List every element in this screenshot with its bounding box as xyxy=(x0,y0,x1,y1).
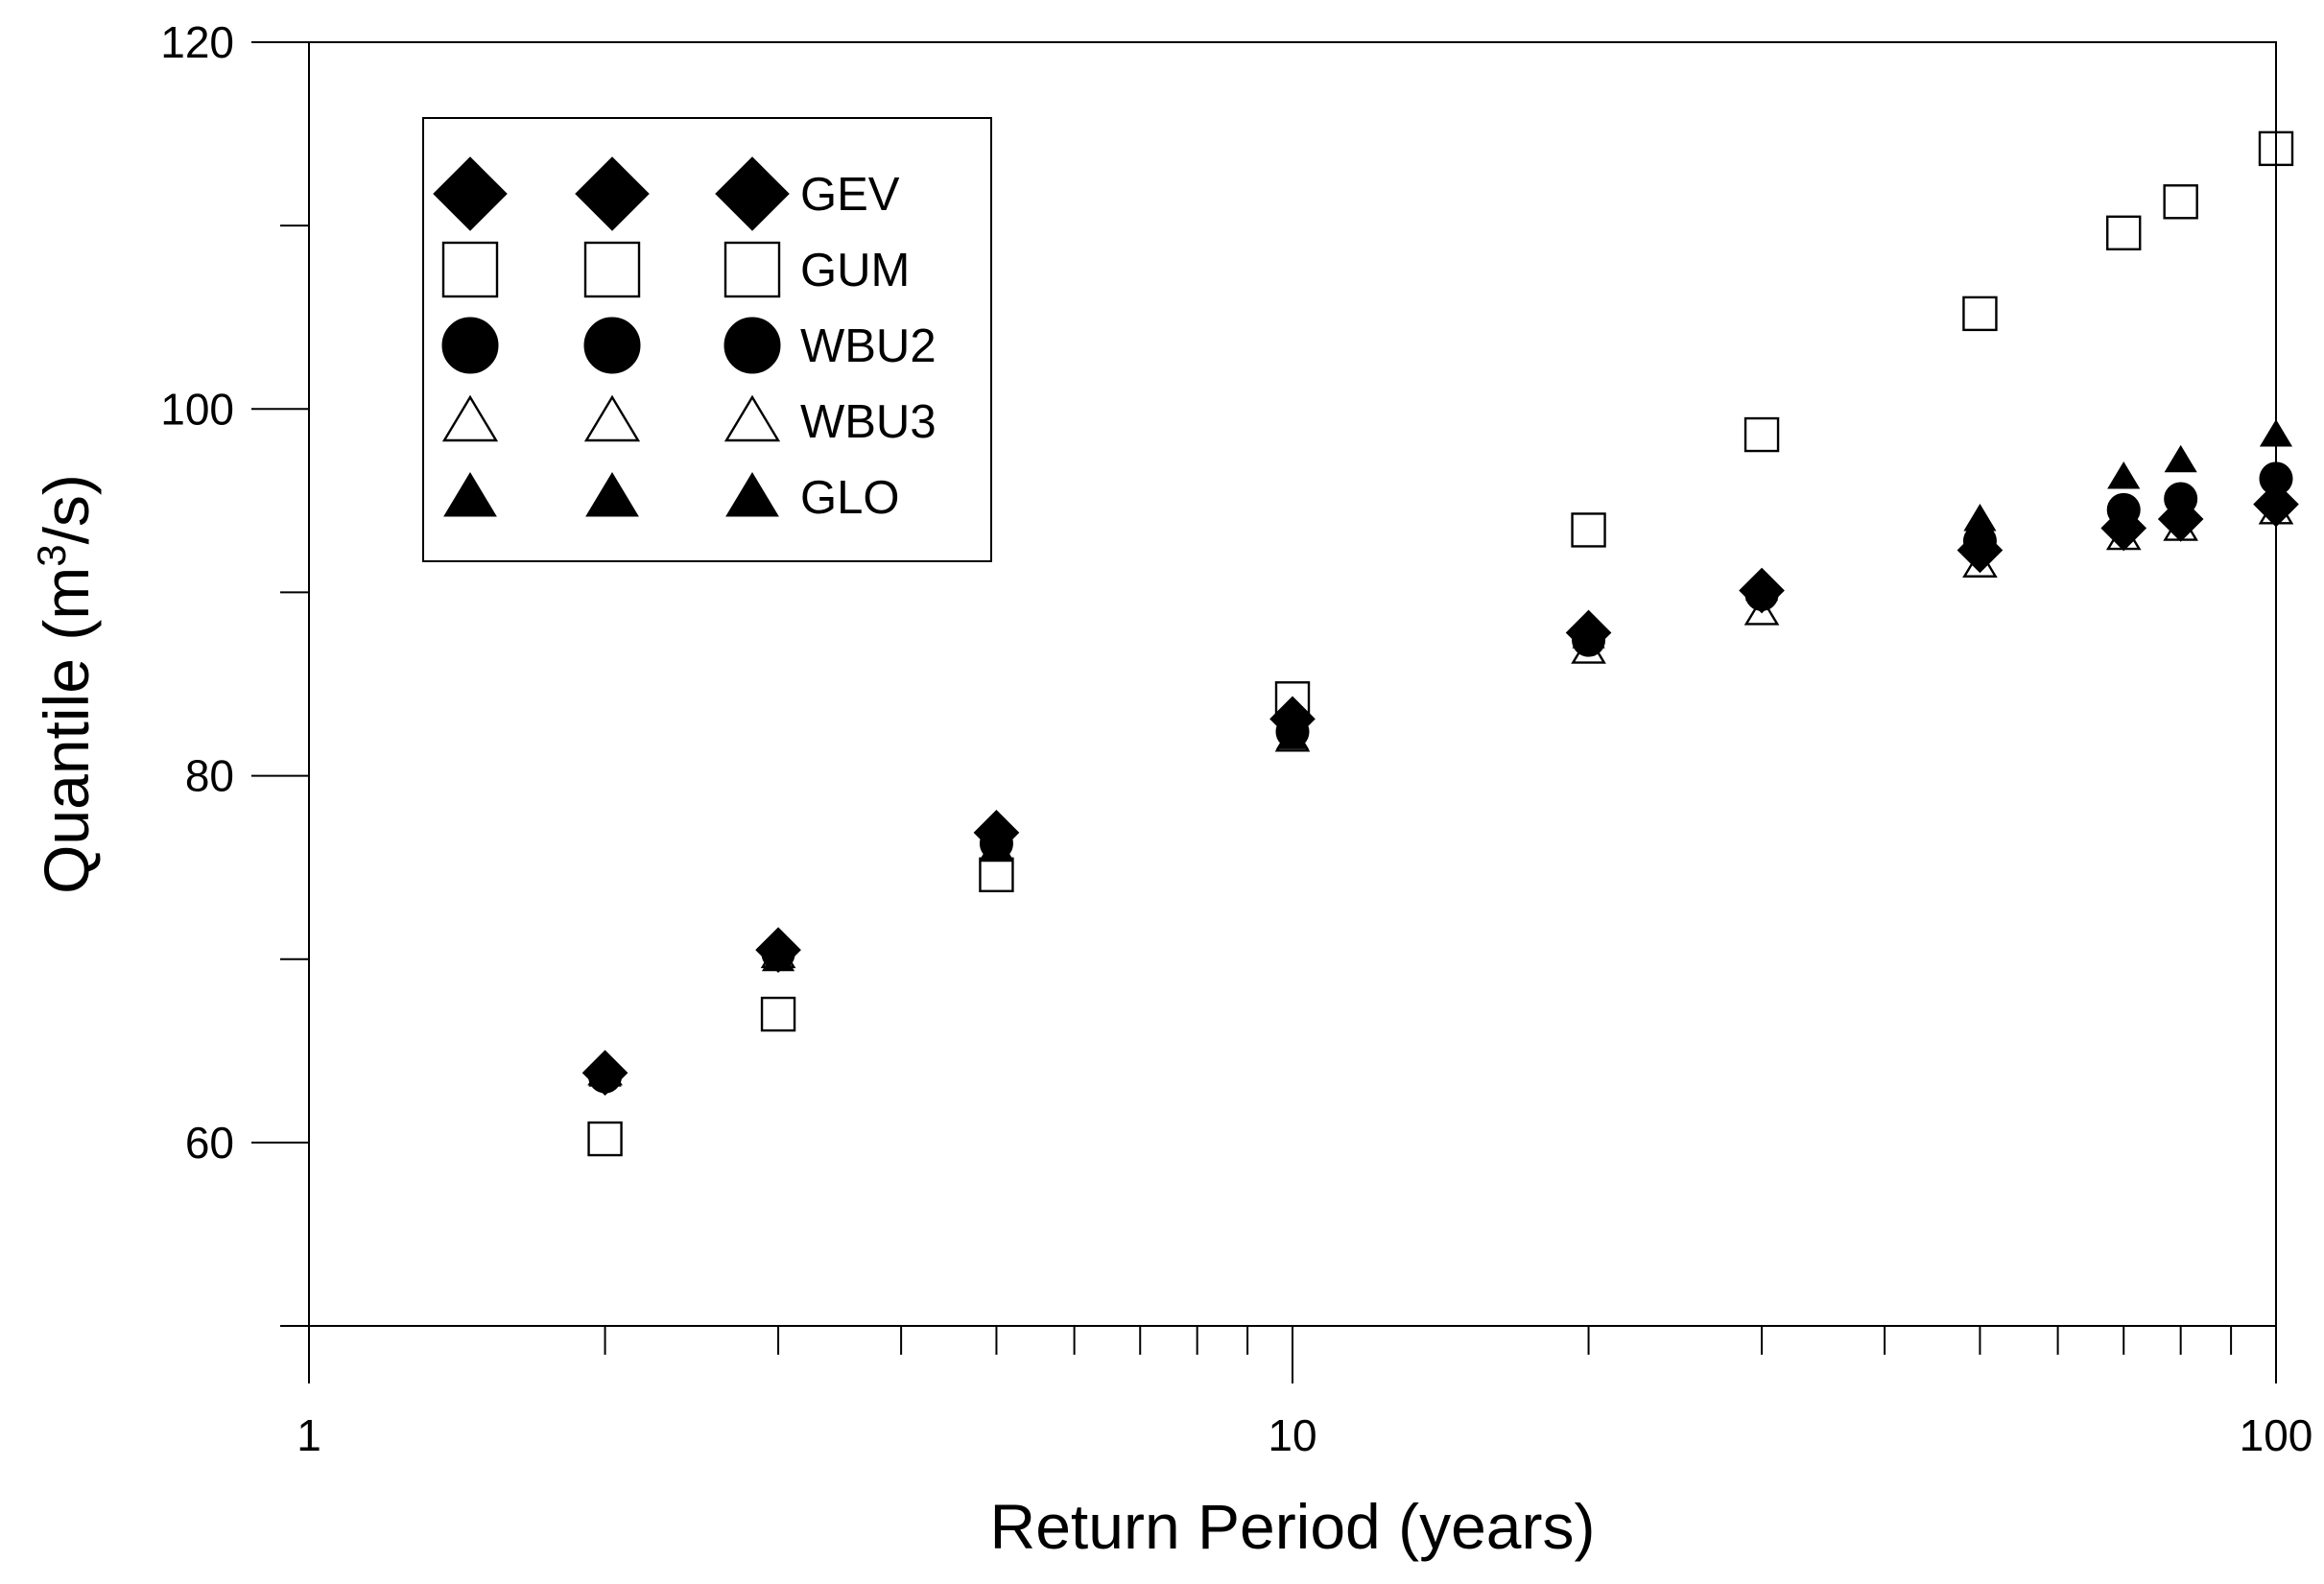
y-tick-label: 120 xyxy=(160,17,234,67)
data-point xyxy=(2253,481,2299,528)
plot-points xyxy=(581,130,2299,1157)
x-tick-label: 100 xyxy=(2240,1410,2313,1460)
data-point xyxy=(2259,461,2293,496)
legend-marker xyxy=(575,156,650,231)
data-point xyxy=(1962,296,1998,332)
data-point xyxy=(1962,524,1997,558)
y-tick-label: 100 xyxy=(160,384,234,434)
data-point xyxy=(2163,184,2198,220)
legend-marker xyxy=(583,241,641,298)
legend-label: WBU2 xyxy=(800,320,937,372)
y-axis-title-sup: 3 xyxy=(29,544,74,566)
x-axis-title: Return Period (years) xyxy=(990,1491,1596,1562)
legend-label: GLO xyxy=(800,472,899,524)
y-tick-label: 60 xyxy=(185,1118,234,1168)
legend-marker xyxy=(585,472,639,517)
data-point xyxy=(2164,482,2198,516)
legend-marker xyxy=(723,394,781,442)
legend-marker xyxy=(441,317,499,374)
data-point xyxy=(1572,623,1606,657)
legend-marker xyxy=(723,317,781,374)
legend-entry-wbu3: WBU3 xyxy=(441,394,937,448)
legend-label: WBU3 xyxy=(800,396,937,448)
data-point xyxy=(2259,419,2293,447)
data-point xyxy=(761,936,795,971)
series-wbu2 xyxy=(588,461,2293,1094)
series-gev xyxy=(581,481,2299,1097)
data-point xyxy=(979,826,1013,861)
legend-entry-gev: GEV xyxy=(433,156,900,231)
data-point xyxy=(1275,715,1310,749)
series-wbu3 xyxy=(587,494,2294,1086)
legend-marker xyxy=(723,241,781,298)
legend-marker xyxy=(441,394,499,442)
legend-label: GEV xyxy=(800,169,900,221)
data-point xyxy=(2107,461,2141,489)
data-point xyxy=(1744,577,1779,611)
legend-marker xyxy=(715,156,790,231)
data-point xyxy=(2106,492,2141,527)
y-axis-title-main: Quantile (m xyxy=(31,567,102,894)
x-tick-label: 1 xyxy=(296,1410,321,1460)
legend-marker xyxy=(583,317,641,374)
legend-marker xyxy=(433,156,508,231)
data-point xyxy=(979,857,1014,892)
data-point xyxy=(2258,130,2294,167)
data-point xyxy=(1571,512,1606,548)
x-tick-label: 10 xyxy=(1268,1410,1316,1460)
legend-label: GUM xyxy=(800,245,910,296)
y-axis-title-tail: /s) xyxy=(31,474,102,544)
legend-marker xyxy=(725,472,779,517)
data-point xyxy=(760,996,796,1032)
data-point xyxy=(588,1059,623,1094)
data-point xyxy=(2106,215,2142,250)
x-axis: 1 10 100 xyxy=(296,1326,2312,1460)
legend: GEV GUM WBU2 WBU3 GLO xyxy=(433,156,937,524)
data-point xyxy=(2164,444,2197,473)
y-axis-title: Quantile (m3/s) xyxy=(29,474,102,894)
legend-marker xyxy=(583,394,641,442)
y-axis: 60 80 100 120 xyxy=(160,17,309,1327)
legend-entry-wbu2: WBU2 xyxy=(441,317,937,374)
legend-entry-glo: GLO xyxy=(443,472,899,524)
data-point xyxy=(1743,596,1780,626)
data-point xyxy=(587,1121,623,1157)
data-point xyxy=(1743,416,1780,453)
legend-marker xyxy=(443,472,497,517)
legend-entry-gum: GUM xyxy=(441,241,910,298)
y-tick-label: 80 xyxy=(185,751,234,801)
legend-marker xyxy=(441,241,499,298)
legend-box xyxy=(422,117,992,562)
